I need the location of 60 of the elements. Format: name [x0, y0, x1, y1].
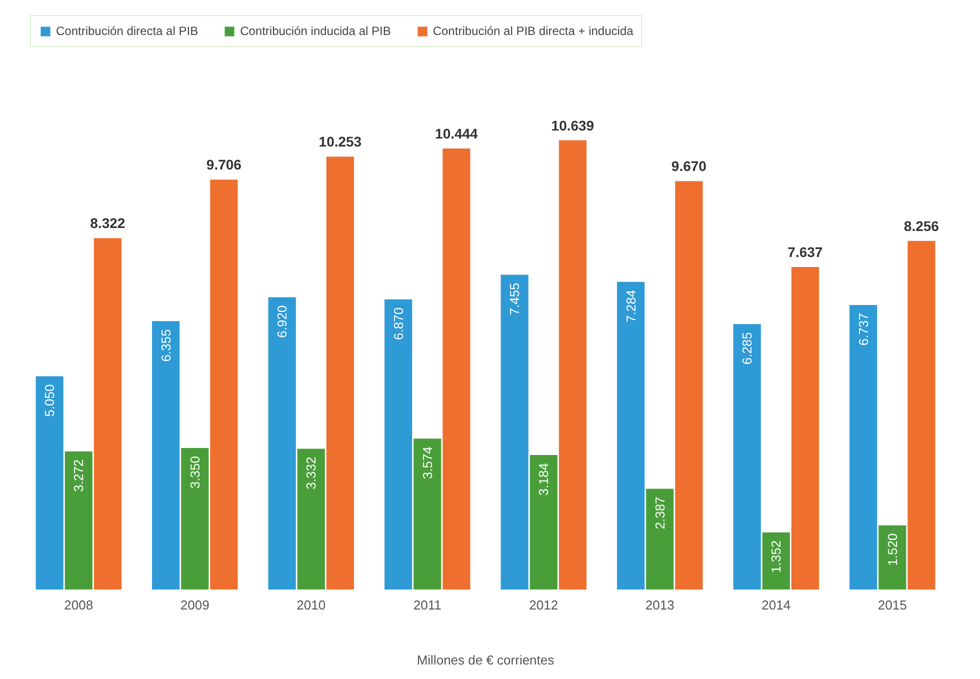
legend-label: Contribución inducida al PIB — [240, 24, 391, 38]
legend-label: Contribución al PIB directa + inducida — [432, 24, 634, 38]
data-label: 8.322 — [90, 215, 126, 232]
data-label: 6.355 — [158, 329, 174, 362]
bar — [850, 305, 878, 590]
data-label: 10.253 — [318, 134, 362, 150]
x-tick-label: 2014 — [762, 598, 791, 612]
bar — [675, 181, 703, 590]
bar — [878, 525, 906, 590]
bar — [646, 488, 674, 590]
x-tick-label: 2009 — [180, 598, 210, 612]
data-label: 6.920 — [274, 305, 290, 338]
bar — [500, 274, 528, 590]
data-label: 3.574 — [420, 446, 435, 480]
bar — [326, 156, 354, 590]
data-label: 9.706 — [206, 156, 242, 173]
x-tick-label: 2011 — [413, 598, 442, 612]
bar — [181, 448, 209, 590]
x-tick-label: 2015 — [878, 598, 907, 612]
data-label: 9.670 — [671, 158, 707, 174]
data-label: 6.737 — [856, 313, 871, 346]
bar — [762, 532, 790, 590]
data-label: 3.350 — [187, 456, 202, 489]
bar — [733, 324, 761, 590]
data-label: 7.637 — [788, 244, 823, 260]
data-label: 6.870 — [390, 307, 406, 340]
bar — [414, 438, 442, 590]
bar — [152, 321, 180, 590]
data-label: 6.285 — [740, 332, 755, 365]
bar — [297, 448, 325, 590]
data-label: 5.050 — [42, 384, 58, 417]
data-label: 3.332 — [304, 456, 319, 490]
data-label: 3.184 — [536, 463, 552, 496]
x-tick-label: 2008 — [64, 598, 94, 612]
data-label: 10.444 — [435, 126, 478, 142]
bar — [210, 180, 238, 590]
bar — [36, 376, 64, 590]
bar — [530, 455, 558, 590]
bar — [908, 240, 936, 590]
data-label: 1.520 — [884, 533, 900, 566]
bar — [442, 148, 470, 590]
bar — [791, 267, 819, 590]
legend-label: Contribución directa al PIB — [56, 24, 198, 38]
data-label: 2.387 — [652, 496, 668, 530]
x-tick-label: 2010 — [296, 598, 326, 612]
bar — [617, 282, 645, 590]
bar — [94, 238, 122, 590]
data-label: 3.272 — [71, 459, 86, 492]
data-label: 7.455 — [507, 282, 522, 316]
data-label: 10.639 — [551, 117, 594, 134]
x-tick-label: 2012 — [529, 598, 558, 612]
bar — [268, 297, 296, 590]
data-label: 7.284 — [623, 290, 638, 322]
x-tick-label: 2013 — [645, 598, 674, 612]
bar — [558, 140, 586, 590]
x-axis-title: Millones de € corrientes — [416, 652, 555, 668]
data-label: 8.256 — [904, 218, 940, 234]
data-label: 1.352 — [768, 540, 784, 573]
bar — [384, 299, 412, 590]
bar — [64, 451, 92, 590]
